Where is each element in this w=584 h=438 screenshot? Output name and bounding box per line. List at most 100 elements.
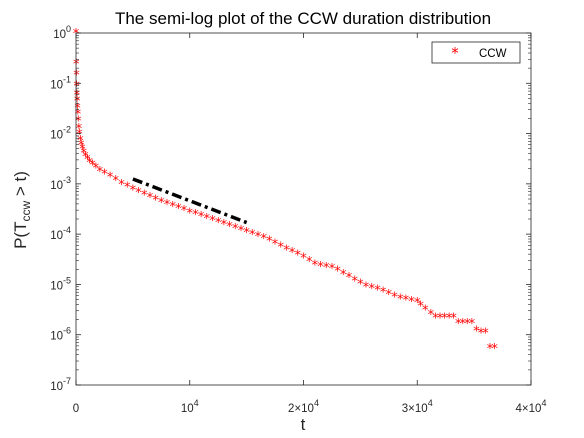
data-point: *: [130, 183, 137, 198]
data-point: *: [89, 159, 96, 174]
data-point: *: [469, 317, 476, 332]
data-point: *: [226, 220, 233, 235]
data-point: *: [464, 317, 471, 332]
data-point: *: [113, 174, 120, 189]
y-tick-label: 10-2: [50, 125, 71, 142]
data-point: *: [300, 252, 307, 267]
data-point: *: [266, 235, 273, 250]
data-point: *: [478, 327, 485, 342]
data-point: *: [380, 286, 387, 301]
data-point: *: [391, 290, 398, 305]
data-point: *: [397, 292, 404, 307]
x-tick-label: 104: [181, 398, 199, 415]
data-point: *: [141, 189, 148, 204]
y-tick-label: 100: [53, 24, 71, 41]
data-point: *: [158, 196, 165, 211]
x-axis-label: t: [301, 415, 306, 434]
data-point: *: [422, 303, 429, 318]
data-point: *: [450, 312, 457, 327]
y-tick-label: 10-3: [50, 175, 71, 192]
data-point: *: [84, 153, 91, 168]
data-point: *: [73, 80, 80, 95]
data-point: *: [77, 134, 84, 149]
y-axis: 10-7 10-6 10-5 10-4 10-3 10-2 10-1 100: [50, 24, 531, 393]
data-point: *: [152, 193, 159, 208]
data-point: *: [283, 243, 290, 258]
data-point: *: [482, 327, 489, 342]
plot-area: [76, 33, 531, 385]
data-point: *: [198, 210, 205, 225]
data-point: *: [209, 214, 216, 229]
data-point: *: [317, 260, 324, 275]
data-point: *: [93, 162, 100, 177]
data-point: *: [175, 202, 182, 217]
y-tick-label: 10-4: [50, 225, 71, 242]
data-point: *: [340, 268, 347, 283]
data-point: *: [417, 300, 424, 315]
data-point: *: [135, 186, 142, 201]
x-tick-label: 4×104: [516, 398, 547, 415]
data-point: *: [80, 147, 87, 162]
data-point: *: [346, 271, 353, 286]
data-point: *: [446, 312, 453, 327]
x-axis: 0 104 2×104 3×104 4×104: [73, 33, 547, 415]
data-point: *: [101, 168, 108, 183]
data-point: *: [363, 281, 370, 296]
data-point: *: [97, 165, 104, 180]
data-point: *: [306, 255, 313, 270]
data-point: *: [187, 206, 194, 221]
data-point: *: [169, 200, 176, 215]
x-tick-label: 3×104: [402, 398, 433, 415]
data-point: *: [460, 317, 467, 332]
x-tick-label: 0: [73, 403, 79, 415]
data-point: *: [73, 57, 80, 72]
data-point: *: [312, 258, 319, 273]
data-point: *: [374, 283, 381, 298]
data-point: *: [76, 122, 83, 137]
series-layer: ********************** * * * * * * * * * * * * * * * * * *…: [73, 27, 499, 357]
data-point: *: [74, 95, 81, 110]
data-point: *: [78, 139, 85, 154]
legend-label: CCW: [479, 48, 507, 60]
data-point: *: [329, 262, 336, 277]
data-point: *: [204, 212, 211, 227]
legend: * CCW: [431, 41, 521, 64]
data-point: *: [491, 342, 498, 357]
data-point: *: [437, 312, 444, 327]
data-point: *: [357, 277, 364, 292]
data-point: *: [432, 312, 439, 327]
data-point: *: [441, 312, 448, 327]
data-point: *: [86, 156, 93, 171]
data-point: *: [255, 230, 262, 245]
y-tick-label: 10-6: [50, 326, 71, 343]
data-point: *: [408, 295, 415, 310]
data-point: *: [118, 178, 125, 193]
data-point: *: [192, 208, 199, 223]
data-point: *: [295, 249, 302, 264]
data-point: *: [164, 198, 171, 213]
data-point: *: [147, 191, 154, 206]
data-point: *: [82, 150, 89, 165]
data-point: *: [74, 102, 81, 117]
data-point: *: [386, 288, 393, 303]
data-point: *: [428, 308, 435, 323]
y-axis-label: P(Tccw > t): [11, 171, 33, 249]
legend-box: [431, 41, 521, 64]
data-point: *: [181, 204, 188, 219]
data-point: *: [260, 232, 267, 247]
y-tick-label: 10-7: [50, 376, 71, 393]
data-point: *: [238, 224, 245, 239]
data-point: *: [403, 294, 410, 309]
data-point: *: [334, 264, 341, 279]
data-point: *: [75, 115, 82, 130]
data-point: *: [76, 128, 83, 143]
data-point: *: [243, 226, 250, 241]
data-point: *: [232, 222, 239, 237]
y-tick-label: 10-1: [50, 74, 71, 91]
data-point: *: [351, 274, 358, 289]
data-point: *: [414, 296, 421, 311]
data-point: *: [215, 216, 222, 231]
data-point: *: [221, 218, 228, 233]
data-point: *: [79, 143, 86, 158]
